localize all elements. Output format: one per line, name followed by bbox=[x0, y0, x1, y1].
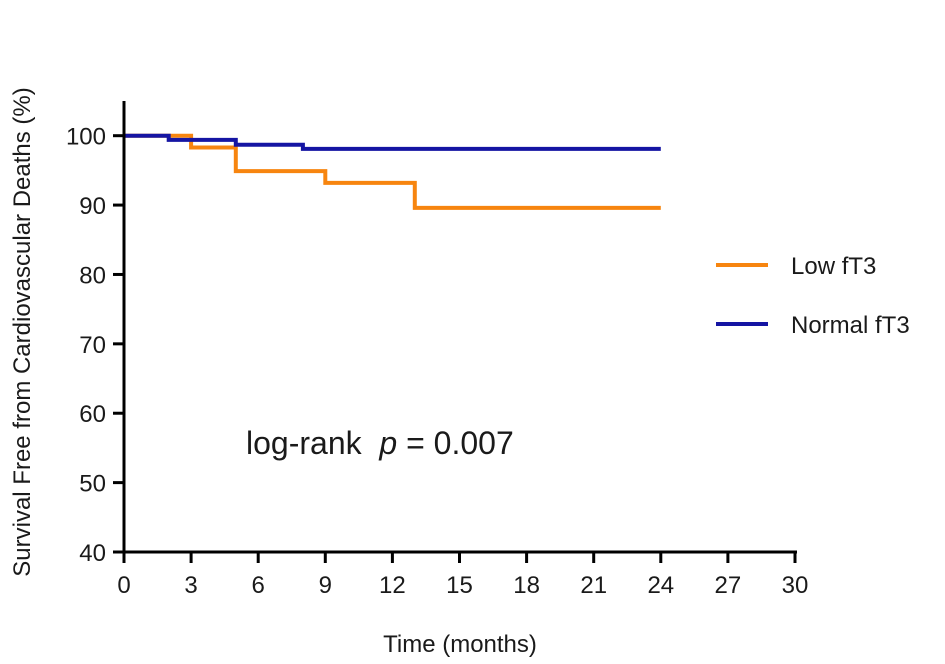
x-tick-label: 18 bbox=[513, 572, 540, 599]
ticks-layer: 0 3 6 9 12 15 18 21 24 27 30 40 50 60 70 80 90 100 bbox=[66, 124, 808, 599]
annotation-prefix: log-rank bbox=[246, 425, 379, 461]
annotation-p-symbol: p bbox=[378, 425, 397, 461]
x-tick-label: 6 bbox=[252, 572, 265, 599]
y-tick-label: 60 bbox=[79, 401, 106, 428]
x-tick-label: 15 bbox=[446, 572, 473, 599]
annotation-suffix: = 0.007 bbox=[397, 425, 514, 461]
series-line-normal-ft3 bbox=[124, 133, 661, 151]
x-axis-title: Time (months) bbox=[383, 631, 537, 658]
legend: Low fT3 Normal fT3 bbox=[716, 253, 910, 339]
y-tick-label: 100 bbox=[66, 124, 106, 151]
x-tick-label: 0 bbox=[117, 572, 130, 599]
x-tick-label: 3 bbox=[184, 572, 197, 599]
y-tick-label: 90 bbox=[79, 193, 106, 220]
y-tick-label: 50 bbox=[79, 471, 106, 498]
series-line-low-ft3 bbox=[124, 133, 661, 210]
y-axis-title: Survival Free from Cardiovascular Deaths… bbox=[9, 87, 36, 576]
x-tick-label: 30 bbox=[782, 572, 809, 599]
legend-label-normal-ft3: Normal fT3 bbox=[791, 312, 910, 339]
x-tick-label: 9 bbox=[319, 572, 332, 599]
x-tick-label: 24 bbox=[647, 572, 674, 599]
y-tick-label: 40 bbox=[79, 540, 106, 567]
series-layer bbox=[124, 133, 661, 210]
log-rank-annotation: log-rank p = 0.007 bbox=[246, 425, 514, 461]
x-tick-label: 12 bbox=[379, 572, 406, 599]
x-tick-label: 27 bbox=[715, 572, 742, 599]
legend-label-low-ft3: Low fT3 bbox=[791, 253, 876, 280]
axes-layer bbox=[122, 101, 797, 554]
y-tick-label: 70 bbox=[79, 332, 106, 359]
y-tick-label: 80 bbox=[79, 262, 106, 289]
x-tick-label: 21 bbox=[580, 572, 607, 599]
